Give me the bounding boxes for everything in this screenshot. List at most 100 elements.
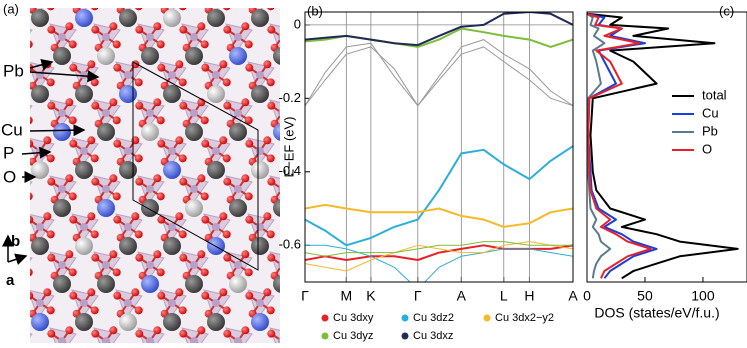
metal: [119, 85, 137, 103]
oxygen: [153, 22, 162, 31]
metal: [75, 9, 93, 27]
oxygen: [109, 22, 118, 31]
oxygen: [355, 2, 363, 10]
oxygen: [69, 139, 78, 148]
oxygen: [219, 60, 228, 69]
legend-label: Cu 3dyz: [333, 330, 373, 342]
phosphorus: [36, 299, 44, 307]
metal: [207, 313, 225, 331]
oxygen: [293, 6, 301, 14]
phosphorus: [234, 261, 242, 269]
oxygen: [244, 40, 253, 49]
tetrahedron: [30, 105, 33, 110]
legend-swatch: [321, 314, 329, 322]
phosphorus: [124, 223, 132, 231]
atom-label: Pb: [3, 61, 24, 80]
oxygen: [68, 192, 77, 201]
x-tick-label: Γ: [414, 288, 422, 304]
metal: [31, 313, 49, 331]
oxygen: [223, 101, 232, 110]
phosphorus: [212, 223, 220, 231]
metal: [0, 313, 5, 331]
oxygen: [200, 116, 209, 125]
oxygen: [157, 139, 166, 148]
oxygen: [112, 268, 121, 277]
oxygen: [333, 40, 341, 48]
oxygen: [69, 215, 78, 224]
oxygen: [266, 306, 275, 315]
band: [305, 27, 573, 48]
oxygen: [68, 268, 77, 277]
metal: [163, 237, 181, 255]
bond: [18, 189, 29, 196]
phosphorus: [102, 33, 110, 41]
legend-swatch: [483, 314, 491, 322]
oxygen: [153, 174, 162, 183]
bond: [348, 0, 359, 6]
oxygen: [156, 116, 165, 125]
series-group: [587, 12, 739, 280]
metal: [75, 85, 93, 103]
bond: [326, 189, 337, 196]
metal: [141, 123, 159, 141]
oxygen: [112, 40, 121, 49]
oxygen: [87, 212, 96, 221]
oxygen: [245, 139, 254, 148]
oxygen: [179, 253, 188, 262]
bond: [348, 227, 359, 234]
oxygen: [223, 177, 232, 186]
metal: [119, 161, 137, 179]
bond: [348, 216, 355, 227]
oxygen: [337, 158, 345, 166]
oxygen: [112, 192, 121, 201]
bond: [315, 30, 326, 37]
oxygen: [113, 291, 122, 300]
phosphorus: [212, 0, 220, 3]
oxygen: [90, 78, 99, 87]
phosphorus: [58, 33, 66, 41]
oxygen: [178, 230, 187, 239]
oxygen: [285, 326, 293, 334]
metal: [273, 199, 280, 217]
bond: [326, 102, 333, 113]
phosphorus: [234, 337, 242, 343]
metal: [273, 47, 280, 65]
metal: [317, 199, 335, 217]
metal: [163, 85, 181, 103]
oxygen: [267, 8, 275, 11]
legend-label: Cu 3dxz: [413, 330, 453, 342]
metal: [207, 161, 225, 179]
phosphorus: [168, 223, 176, 231]
oxygen: [355, 154, 363, 162]
phosphorus: [146, 185, 154, 193]
oxygen: [244, 192, 253, 201]
oxygen: [355, 230, 363, 238]
phosphorus: [300, 223, 308, 231]
tetrahedron: [336, 214, 362, 242]
oxygen: [68, 116, 77, 125]
phosphorus: [168, 0, 176, 3]
bond: [293, 68, 304, 75]
oxygen: [241, 250, 250, 259]
oxygen: [241, 326, 250, 335]
oxygen: [179, 8, 187, 11]
oxygen: [153, 326, 162, 335]
bond: [7, 30, 18, 37]
bond: [341, 227, 348, 238]
oxygen: [3, 102, 11, 110]
plot-frame: [586, 11, 747, 283]
oxygen: [329, 174, 337, 182]
oxygen: [178, 78, 187, 87]
oxygen: [222, 306, 231, 315]
bond: [18, 330, 25, 341]
oxygen: [47, 8, 55, 11]
metal: [317, 275, 335, 293]
oxygen: [351, 136, 359, 144]
phosphorus: [190, 109, 198, 117]
panel-label: (c): [719, 3, 734, 18]
y-tick-label: -0.4: [279, 163, 301, 178]
oxygen: [266, 230, 275, 239]
oxygen: [65, 174, 74, 183]
metal: [31, 9, 49, 27]
